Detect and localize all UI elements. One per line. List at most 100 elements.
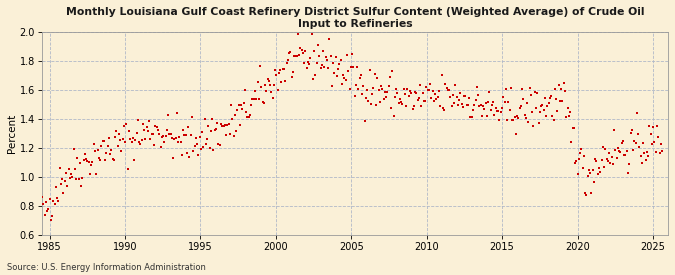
Point xyxy=(68,147,79,152)
Point xyxy=(174,135,185,140)
Point xyxy=(240,88,250,93)
Point xyxy=(359,119,370,123)
Point xyxy=(270,68,281,72)
Point xyxy=(188,149,198,153)
Point xyxy=(154,131,165,136)
Point xyxy=(124,129,134,134)
Point xyxy=(117,137,128,141)
Point xyxy=(300,49,310,54)
Point xyxy=(432,94,443,99)
Point xyxy=(354,76,365,80)
Point xyxy=(320,55,331,60)
Point xyxy=(423,87,433,92)
Point xyxy=(510,131,521,136)
Point xyxy=(86,163,97,167)
Point xyxy=(301,66,312,70)
Point xyxy=(538,108,549,112)
Point xyxy=(513,116,524,120)
Point xyxy=(120,140,131,145)
Point xyxy=(358,84,369,88)
Point xyxy=(477,114,487,119)
Point xyxy=(449,101,460,106)
Point xyxy=(581,193,592,197)
Point xyxy=(549,87,560,91)
Point xyxy=(460,94,471,98)
Point xyxy=(134,139,144,144)
Point xyxy=(223,122,234,126)
Point xyxy=(600,147,611,152)
Point xyxy=(601,157,612,161)
Point xyxy=(518,97,529,101)
Point xyxy=(288,70,298,75)
Point xyxy=(441,86,452,90)
Point xyxy=(612,146,623,150)
Point xyxy=(495,110,506,114)
Point xyxy=(221,133,232,138)
Point xyxy=(364,68,375,73)
Point xyxy=(451,95,462,100)
Point xyxy=(99,139,109,143)
Point xyxy=(508,118,518,122)
Point xyxy=(323,66,333,71)
Point xyxy=(483,100,493,104)
Point xyxy=(485,108,496,112)
Point xyxy=(148,132,159,136)
Point xyxy=(105,152,115,156)
Point xyxy=(416,103,427,108)
Point xyxy=(65,172,76,176)
Point xyxy=(141,125,152,129)
Point xyxy=(142,129,153,133)
Point xyxy=(49,201,60,206)
Point xyxy=(490,106,501,110)
Point xyxy=(421,84,432,89)
Point xyxy=(273,71,284,75)
Point xyxy=(256,85,267,89)
Point xyxy=(299,61,310,65)
Point xyxy=(93,155,104,160)
Point xyxy=(55,182,66,186)
Point xyxy=(321,58,332,62)
Point xyxy=(294,53,304,57)
Point xyxy=(407,107,418,111)
Point xyxy=(481,114,492,119)
Point xyxy=(417,91,428,95)
Point xyxy=(484,89,495,94)
Point xyxy=(535,110,545,115)
Point xyxy=(363,99,374,103)
Point xyxy=(271,73,282,78)
Point xyxy=(475,103,486,107)
Point xyxy=(552,108,563,113)
Point xyxy=(605,161,616,165)
Point xyxy=(325,54,336,58)
Point xyxy=(458,105,468,109)
Point xyxy=(315,66,326,71)
Point xyxy=(296,48,307,52)
Point xyxy=(52,196,63,200)
Point xyxy=(431,97,442,101)
Point xyxy=(113,131,124,136)
Point xyxy=(531,106,541,110)
Point xyxy=(344,87,355,92)
Point xyxy=(645,132,656,137)
Point xyxy=(83,160,94,165)
Point xyxy=(160,134,171,138)
Point xyxy=(489,112,500,117)
Point xyxy=(657,149,668,153)
Point xyxy=(491,109,502,113)
Point xyxy=(558,81,569,86)
Point xyxy=(59,179,70,183)
Point xyxy=(32,214,43,218)
Point xyxy=(144,119,155,123)
Point xyxy=(551,97,562,101)
Point xyxy=(311,60,322,65)
Point xyxy=(215,142,225,147)
Point xyxy=(334,61,345,66)
Point xyxy=(276,80,287,84)
Point xyxy=(567,126,578,130)
Point xyxy=(176,139,186,144)
Point xyxy=(244,112,255,117)
Point xyxy=(389,95,400,99)
Point xyxy=(272,88,283,92)
Point xyxy=(306,31,317,36)
Point xyxy=(353,87,364,92)
